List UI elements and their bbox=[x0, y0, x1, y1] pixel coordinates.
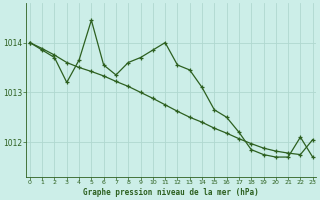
X-axis label: Graphe pression niveau de la mer (hPa): Graphe pression niveau de la mer (hPa) bbox=[84, 188, 259, 197]
